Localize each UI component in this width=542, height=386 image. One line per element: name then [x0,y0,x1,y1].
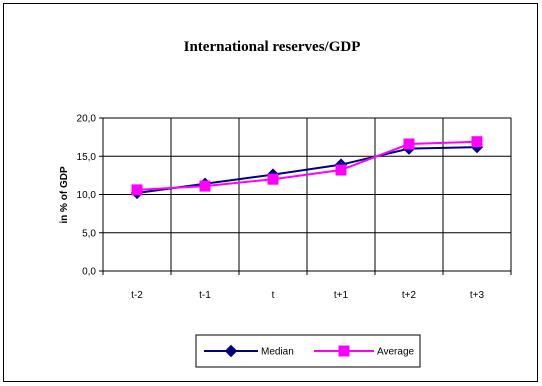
y-tick-label: 0,0 [82,267,96,278]
legend: Median Average [204,344,415,358]
data-point-average [335,164,347,176]
y-tick-labels: 0,0 5,0 10,0 15,0 20,0 [77,114,97,278]
y-axis-label: in % of GDP [59,166,70,224]
legend-marker-average [338,345,350,357]
series-lines [136,140,478,194]
legend-marker-median [224,344,238,358]
data-point-average [403,138,415,150]
series-markers [130,136,484,200]
x-tick-label: t+1 [334,290,349,301]
x-tick-label: t+3 [470,290,485,301]
x-tick-label: t-1 [199,290,211,301]
data-point-average [267,173,279,185]
y-tick-label: 20,0 [77,114,97,125]
data-point-average [471,136,483,148]
y-tick-label: 10,0 [77,190,97,201]
series-line-average [136,140,478,191]
x-tick-labels: t-2 t-1 t t+1 t+2 t+3 [131,290,484,301]
legend-label-median: Median [261,347,294,358]
x-tick-label: t+2 [402,290,417,301]
series-line-median [136,146,478,194]
data-point-average [131,184,143,196]
y-tick-label: 5,0 [82,228,96,239]
chart-title: International reserves/GDP [184,39,361,55]
grid-lines [99,117,512,275]
data-point-average [199,180,211,192]
y-tick-label: 15,0 [77,152,97,163]
legend-label-average: Average [377,347,415,358]
x-tick-label: t-2 [131,290,143,301]
x-tick-label: t [272,290,275,301]
